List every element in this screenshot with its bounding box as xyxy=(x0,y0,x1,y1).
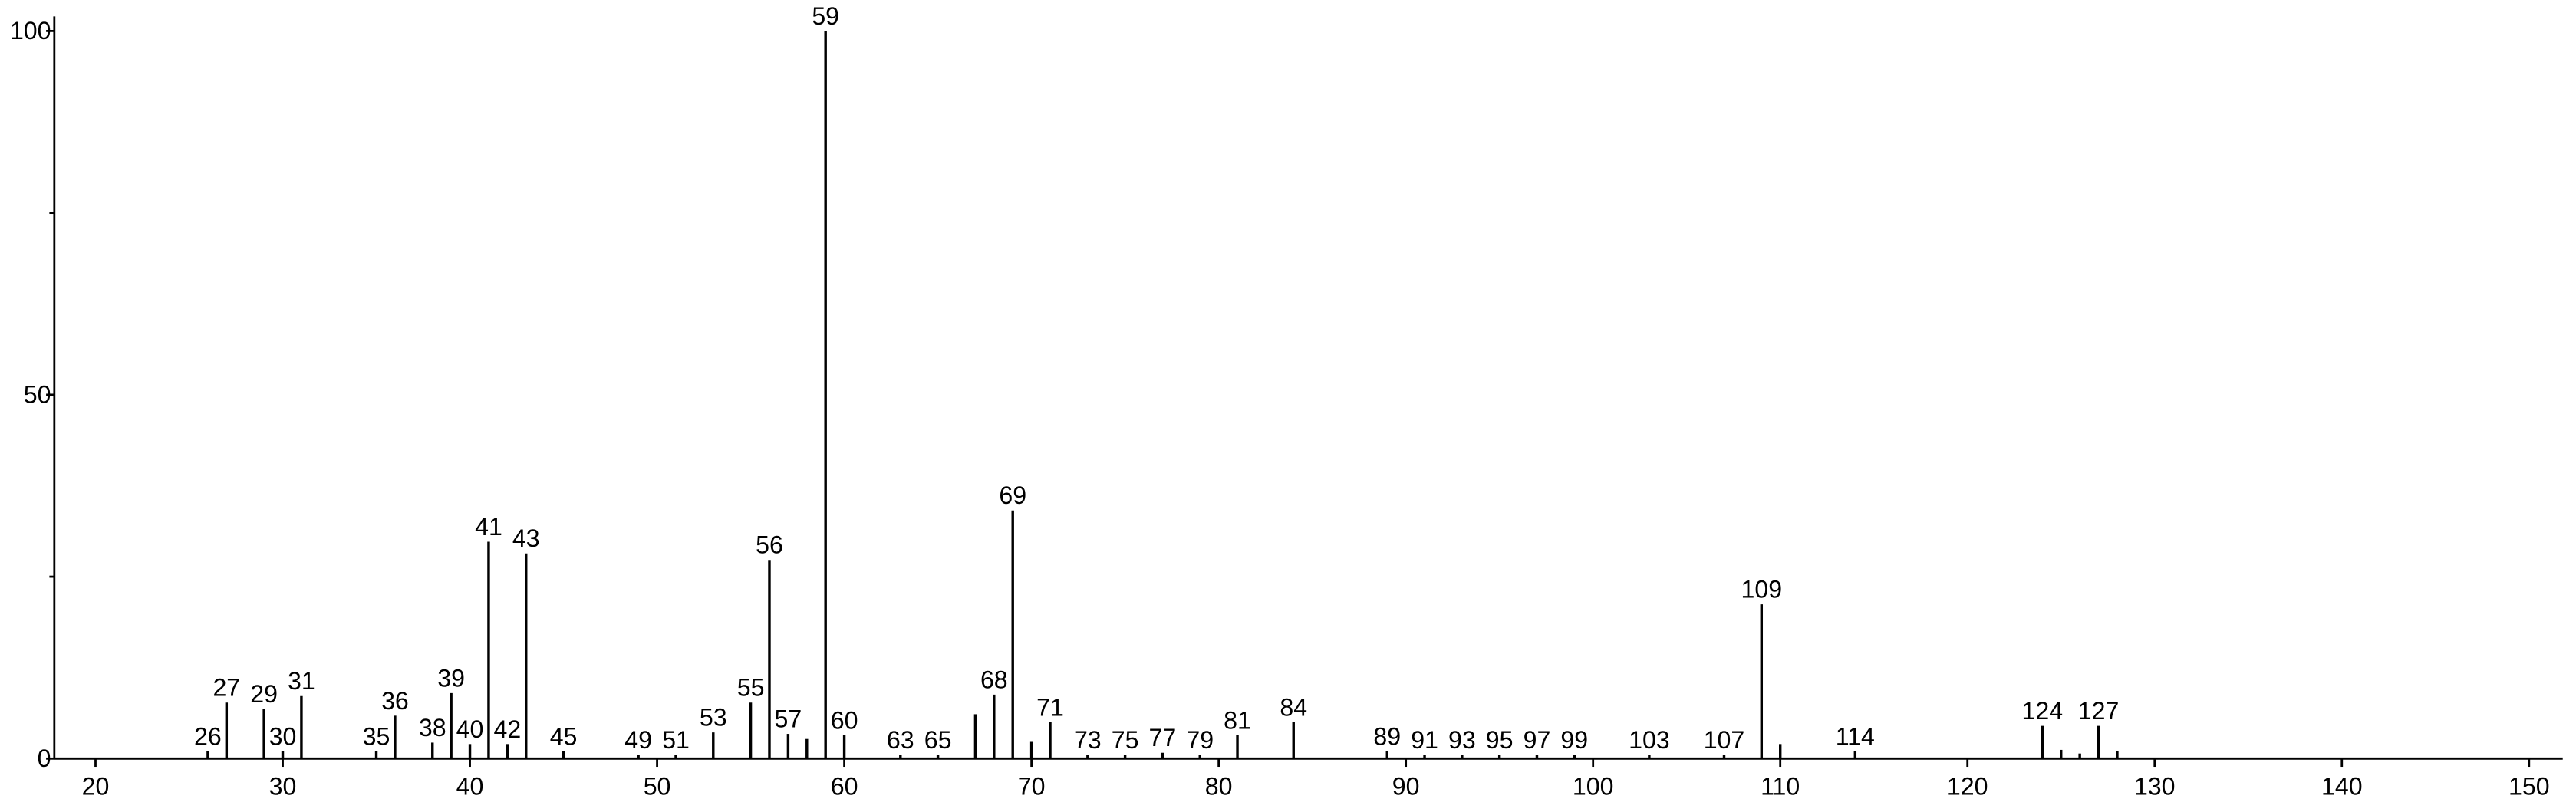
peak-label: 39 xyxy=(437,664,465,692)
peak-label: 38 xyxy=(419,714,446,741)
peak-label: 77 xyxy=(1149,724,1177,751)
peak-label: 53 xyxy=(700,704,727,732)
peak-label: 127 xyxy=(2078,697,2120,725)
peak-label: 69 xyxy=(999,482,1026,509)
peak-label: 97 xyxy=(1524,726,1551,754)
x-tick-label: 40 xyxy=(456,772,484,799)
peak-label: 84 xyxy=(1280,693,1307,721)
peak-label: 31 xyxy=(288,667,315,695)
peak-label: 93 xyxy=(1448,726,1476,754)
peak-label: 65 xyxy=(924,726,952,754)
peak-label: 107 xyxy=(1704,726,1745,754)
peak-label: 95 xyxy=(1486,726,1514,754)
peak-label: 59 xyxy=(812,2,839,30)
peak-label: 81 xyxy=(1224,706,1251,734)
y-tick-label: 50 xyxy=(24,381,51,409)
peak-label: 29 xyxy=(250,680,278,708)
x-tick-label: 90 xyxy=(1392,772,1420,799)
peak-label: 57 xyxy=(775,705,802,732)
x-tick-label: 50 xyxy=(644,772,671,799)
x-tick-label: 120 xyxy=(1947,772,1988,799)
y-tick-label: 100 xyxy=(10,17,51,44)
peak-label: 49 xyxy=(624,726,652,754)
peak-label: 89 xyxy=(1373,722,1401,750)
x-tick-label: 130 xyxy=(2134,772,2176,799)
peak-label: 99 xyxy=(1560,726,1588,754)
peak-label: 114 xyxy=(1836,722,1875,750)
peak-label: 27 xyxy=(212,674,240,702)
peak-label: 71 xyxy=(1036,693,1064,721)
peak-label: 124 xyxy=(2022,697,2064,725)
peak-label: 73 xyxy=(1074,726,1102,754)
peak-label: 75 xyxy=(1112,726,1139,754)
y-tick-label: 0 xyxy=(38,745,51,772)
peak-label: 56 xyxy=(756,531,783,559)
peak-label: 91 xyxy=(1411,726,1438,754)
x-tick-label: 80 xyxy=(1205,772,1233,799)
x-tick-label: 150 xyxy=(2508,772,2550,799)
peak-label: 45 xyxy=(550,722,578,750)
x-tick-label: 60 xyxy=(831,772,858,799)
peak-label: 42 xyxy=(493,715,521,743)
peak-label: 55 xyxy=(737,674,765,702)
peak-label: 60 xyxy=(831,706,858,734)
x-tick-label: 70 xyxy=(1018,772,1046,799)
peak-label: 63 xyxy=(887,726,914,754)
peak-label: 41 xyxy=(475,513,502,541)
x-tick-label: 20 xyxy=(82,772,110,799)
x-tick-label: 110 xyxy=(1761,772,1800,799)
peak-label: 68 xyxy=(980,666,1008,693)
peak-label: 43 xyxy=(512,524,540,552)
peak-label: 26 xyxy=(194,722,222,750)
peak-label: 51 xyxy=(662,726,690,754)
peak-label: 36 xyxy=(381,687,409,715)
x-tick-label: 30 xyxy=(269,772,297,799)
peak-label: 79 xyxy=(1186,726,1214,754)
peak-label: 30 xyxy=(269,722,297,750)
peak-label: 109 xyxy=(1741,576,1783,603)
x-tick-label: 140 xyxy=(2321,772,2363,799)
peak-label: 35 xyxy=(363,722,390,750)
x-tick-label: 100 xyxy=(1573,772,1614,799)
peak-label: 103 xyxy=(1629,726,1670,754)
peak-label: 40 xyxy=(456,715,484,743)
